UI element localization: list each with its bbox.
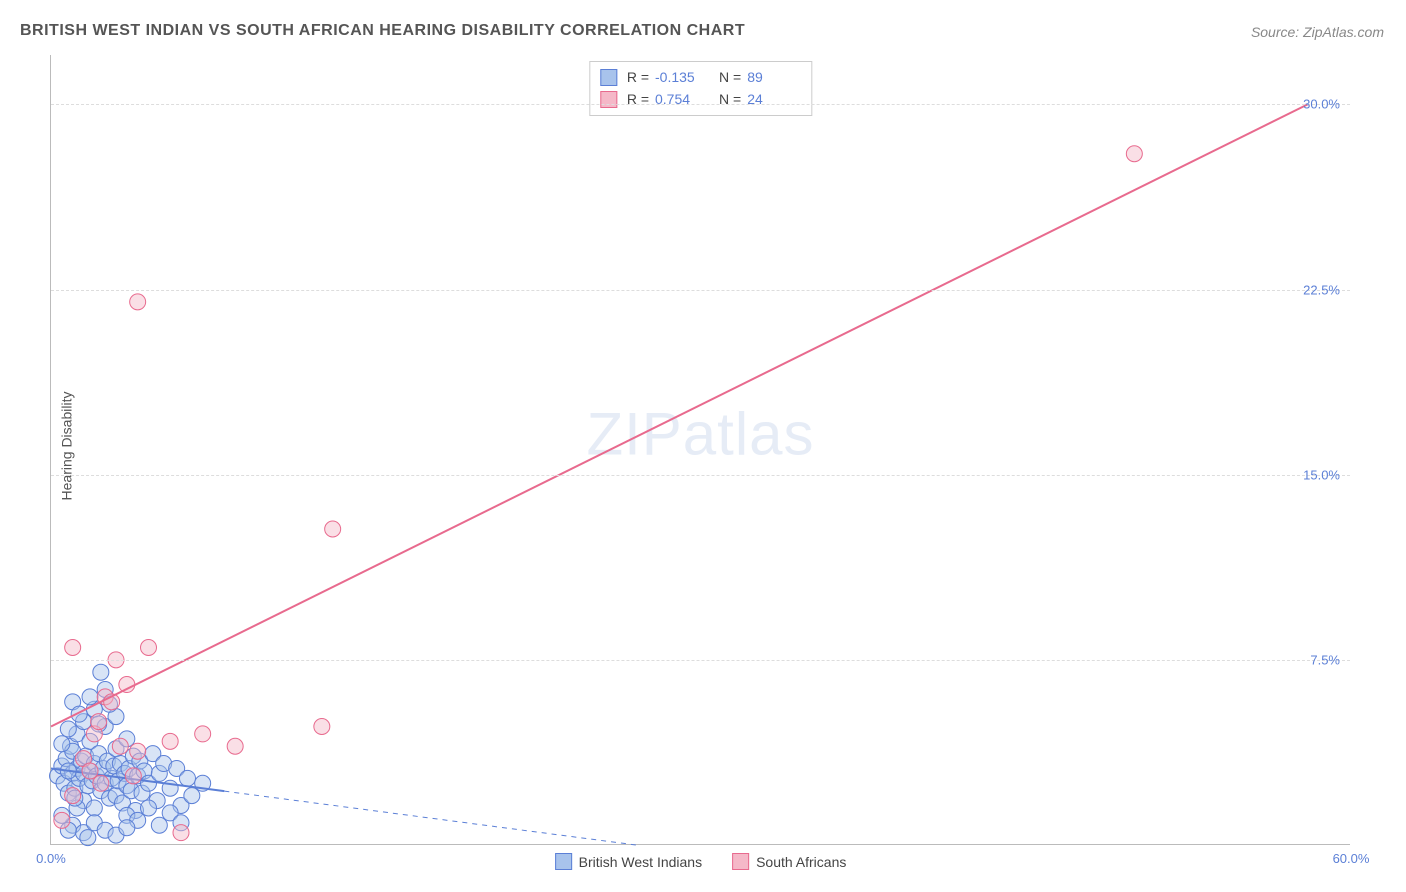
ytick-label: 30.0%: [1303, 97, 1340, 112]
data-point: [82, 689, 98, 705]
data-point: [93, 775, 109, 791]
data-point: [314, 719, 330, 735]
data-point: [162, 733, 178, 749]
data-point: [1126, 146, 1142, 162]
legend-swatch: [732, 853, 749, 870]
data-point: [71, 706, 87, 722]
source-attribution: Source: ZipAtlas.com: [1251, 24, 1384, 40]
data-point: [325, 521, 341, 537]
xtick-label: 60.0%: [1333, 851, 1370, 866]
legend-item: South Africans: [732, 853, 846, 870]
trend-line: [51, 104, 1308, 726]
data-point: [65, 788, 81, 804]
ytick-label: 7.5%: [1310, 652, 1340, 667]
chart-title: BRITISH WEST INDIAN VS SOUTH AFRICAN HEA…: [20, 22, 745, 40]
data-point: [86, 800, 102, 816]
data-point: [80, 830, 96, 846]
data-point: [112, 738, 128, 754]
trend-line-dashed: [224, 791, 636, 845]
data-point: [91, 714, 107, 730]
xtick-label: 0.0%: [36, 851, 66, 866]
series-legend: British West Indians South Africans: [555, 853, 847, 870]
data-point: [93, 664, 109, 680]
data-point: [184, 788, 200, 804]
data-point: [130, 294, 146, 310]
data-point: [60, 721, 76, 737]
ytick-label: 22.5%: [1303, 282, 1340, 297]
gridline: [51, 104, 1350, 105]
legend-swatch: [555, 853, 572, 870]
plot-area: ZIPatlas R =-0.135N =89R =0.754N =24 Bri…: [50, 55, 1350, 845]
data-point: [54, 736, 70, 752]
legend-label: South Africans: [756, 854, 846, 870]
data-point: [119, 820, 135, 836]
data-point: [65, 640, 81, 656]
gridline: [51, 290, 1350, 291]
data-point: [173, 825, 189, 841]
gridline: [51, 475, 1350, 476]
ytick-label: 15.0%: [1303, 467, 1340, 482]
gridline: [51, 660, 1350, 661]
data-point: [119, 677, 135, 693]
scatter-svg: [51, 55, 1350, 844]
legend-item: British West Indians: [555, 853, 702, 870]
data-point: [125, 768, 141, 784]
data-point: [180, 770, 196, 786]
data-point: [130, 743, 146, 759]
data-point: [227, 738, 243, 754]
data-point: [82, 763, 98, 779]
data-point: [141, 640, 157, 656]
legend-label: British West Indians: [579, 854, 702, 870]
data-point: [195, 726, 211, 742]
data-point: [151, 817, 167, 833]
data-point: [141, 800, 157, 816]
data-point: [54, 812, 70, 828]
